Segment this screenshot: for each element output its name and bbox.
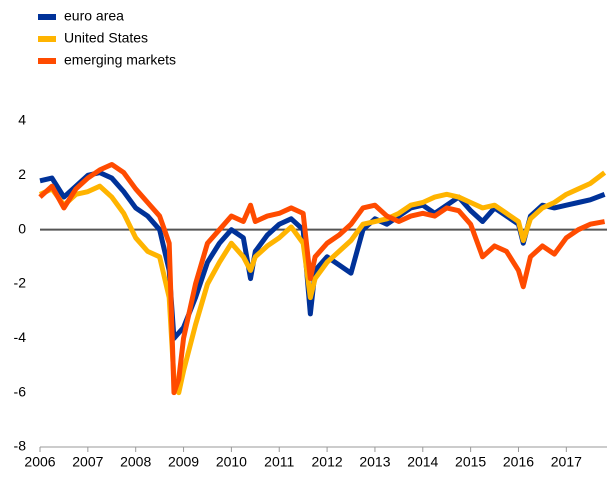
y-tick-label: -8	[14, 438, 27, 454]
y-tick-label: 0	[18, 220, 26, 236]
x-tick-label: 2014	[407, 454, 438, 470]
series-line	[39, 170, 606, 341]
x-tick-label: 2015	[455, 454, 486, 470]
y-tick-label: 4	[18, 112, 26, 128]
y-tick-label: -4	[14, 329, 27, 345]
x-tick-label: 2017	[551, 454, 582, 470]
y-tick-label: -2	[14, 275, 27, 291]
x-tick-label: 2016	[503, 454, 534, 470]
x-tick-label: 2007	[72, 454, 103, 470]
legend-label: United States	[64, 30, 148, 46]
x-tick-label: 2009	[168, 454, 199, 470]
legend-label: euro area	[64, 8, 124, 24]
series-line	[38, 161, 606, 396]
x-tick-label: 2008	[120, 454, 151, 470]
y-tick-label: 2	[18, 166, 26, 182]
x-tick-label: 2012	[312, 454, 343, 470]
x-tick-label: 2006	[24, 454, 55, 470]
legend-label: emerging markets	[64, 52, 176, 68]
series-line	[38, 170, 607, 396]
x-tick-label: 2010	[216, 454, 247, 470]
y-tick-label: -6	[14, 383, 27, 399]
x-tick-label: 2011	[264, 454, 294, 470]
x-tick-label: 2013	[359, 454, 390, 470]
